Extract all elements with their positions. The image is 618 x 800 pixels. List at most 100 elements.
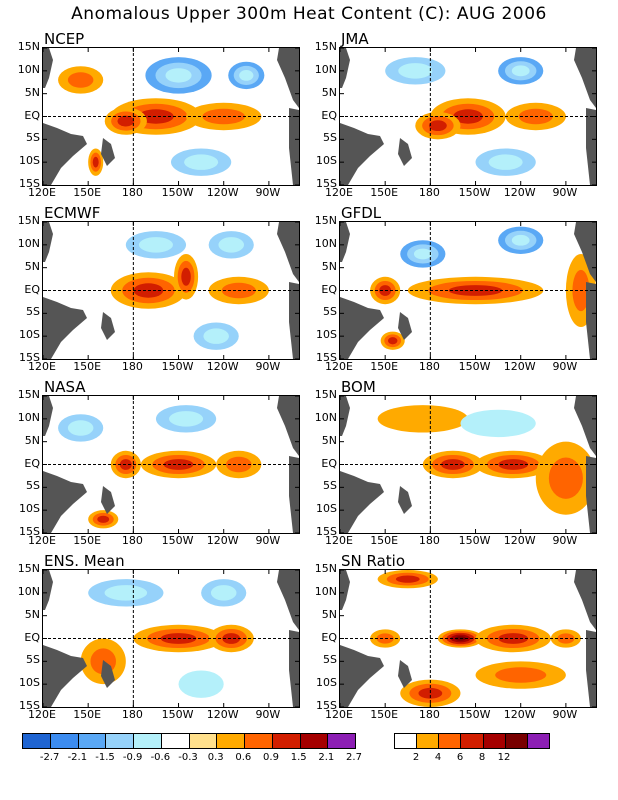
colorbar-swatch [527, 734, 549, 748]
lat-label: 5S [323, 305, 337, 319]
lat-label: EQ [321, 456, 337, 470]
panel-title: ENS. Mean [44, 552, 125, 570]
lat-label: 10S [19, 502, 40, 516]
lon-label: 150W [161, 186, 194, 199]
panel-title: NASA [44, 378, 86, 396]
colorbar-swatch [23, 734, 51, 748]
lon-label: 150W [458, 186, 491, 199]
lat-label: EQ [321, 630, 337, 644]
lat-label: 15S [19, 351, 40, 364]
lat-label: 10S [316, 676, 337, 690]
land-mass [289, 108, 299, 185]
lon-label: 180 [418, 186, 440, 199]
anomaly-contour [210, 585, 237, 601]
land-mass [340, 645, 384, 707]
land-mass [43, 297, 87, 359]
anomaly-colorbar [22, 733, 356, 749]
colorbar-swatch [106, 734, 134, 748]
land-mass [43, 222, 53, 262]
colorbar-swatch [161, 734, 190, 748]
lat-label: 15S [316, 351, 337, 364]
land-mass [574, 396, 596, 456]
colorbar-label: 2.1 [318, 752, 335, 763]
anomaly-contour [138, 237, 173, 253]
colorbar-label: -1.5 [95, 752, 115, 763]
lon-label: 120W [503, 360, 536, 373]
land-mass [43, 396, 53, 436]
lon-label: 150W [458, 708, 491, 721]
land-mass [277, 222, 299, 282]
anomaly-contour [377, 405, 468, 433]
colorbar-label: -0.6 [150, 752, 171, 763]
lon-label: 120W [206, 708, 239, 721]
colorbar-label: -2.7 [39, 752, 60, 763]
lat-label: 5N [24, 433, 40, 447]
lon-label: 90W [552, 186, 578, 199]
anomaly-contour [92, 156, 99, 168]
map-panel [339, 569, 597, 708]
colorbar-swatch [417, 734, 440, 748]
panel-title: ECMWF [44, 204, 101, 222]
lon-label: 90W [552, 360, 578, 373]
colorbar-swatch [78, 734, 107, 748]
sn-colorbar [394, 733, 550, 749]
colorbar-label: 2 [412, 752, 420, 763]
land-mass [101, 138, 115, 166]
lon-label: 150W [161, 360, 194, 373]
colorbar-label: 0.9 [263, 752, 279, 763]
anomaly-contour [511, 65, 530, 77]
anomaly-contour [488, 154, 523, 170]
lon-label: 150E [370, 186, 399, 199]
colorbar-swatch [328, 734, 355, 748]
lon-label: 180 [121, 360, 143, 373]
anomaly-contour [104, 585, 148, 601]
lon-label: 90W [552, 534, 578, 547]
land-mass [340, 123, 384, 185]
land-mass [101, 312, 115, 340]
land-mass [398, 660, 412, 688]
land-mass [398, 486, 412, 514]
lon-label: 120E [325, 534, 353, 547]
land-mass [586, 456, 596, 533]
map-panel [339, 47, 597, 186]
lat-label: 15S [316, 699, 337, 712]
lat-label: 10N [17, 62, 40, 76]
colorbar-swatch [439, 734, 462, 748]
anomaly-contour [165, 68, 192, 83]
lat-label: 5S [323, 653, 337, 667]
lat-label: 15N [17, 40, 40, 53]
lat-label: 10N [17, 410, 40, 424]
lat-label: 5N [24, 607, 40, 621]
lat-label: 15S [316, 177, 337, 190]
colorbar-label: 0.3 [207, 752, 224, 763]
land-mass [586, 282, 596, 359]
anomaly-contour [117, 115, 135, 127]
anomaly-contour [97, 515, 110, 523]
colorbar-label: 6 [456, 752, 464, 763]
anomaly-contour [548, 457, 583, 499]
lat-label: 5N [321, 85, 337, 99]
anomaly-contour [203, 328, 229, 344]
land-mass [398, 138, 412, 166]
land-mass [289, 282, 299, 359]
lon-label: 120E [325, 708, 353, 721]
anomaly-contour [222, 633, 241, 644]
lat-label: 15N [314, 214, 337, 227]
colorbar-swatch [483, 734, 506, 748]
lat-label: 5S [26, 653, 40, 667]
anomaly-contour [460, 409, 536, 438]
land-mass [277, 396, 299, 456]
land-mass [340, 471, 384, 533]
colorbar-label: 4 [434, 752, 442, 763]
colorbar-swatch [505, 734, 528, 748]
land-mass [101, 660, 115, 688]
map-panel [42, 221, 300, 360]
anomaly-contour [181, 267, 191, 286]
map-panel [339, 221, 597, 360]
colorbar-swatch [189, 734, 218, 748]
land-mass [43, 48, 53, 88]
colorbar-label: -0.3 [178, 752, 198, 763]
lon-label: 120W [206, 186, 239, 199]
lat-label: 10S [19, 154, 40, 168]
anomaly-contour [67, 420, 94, 436]
